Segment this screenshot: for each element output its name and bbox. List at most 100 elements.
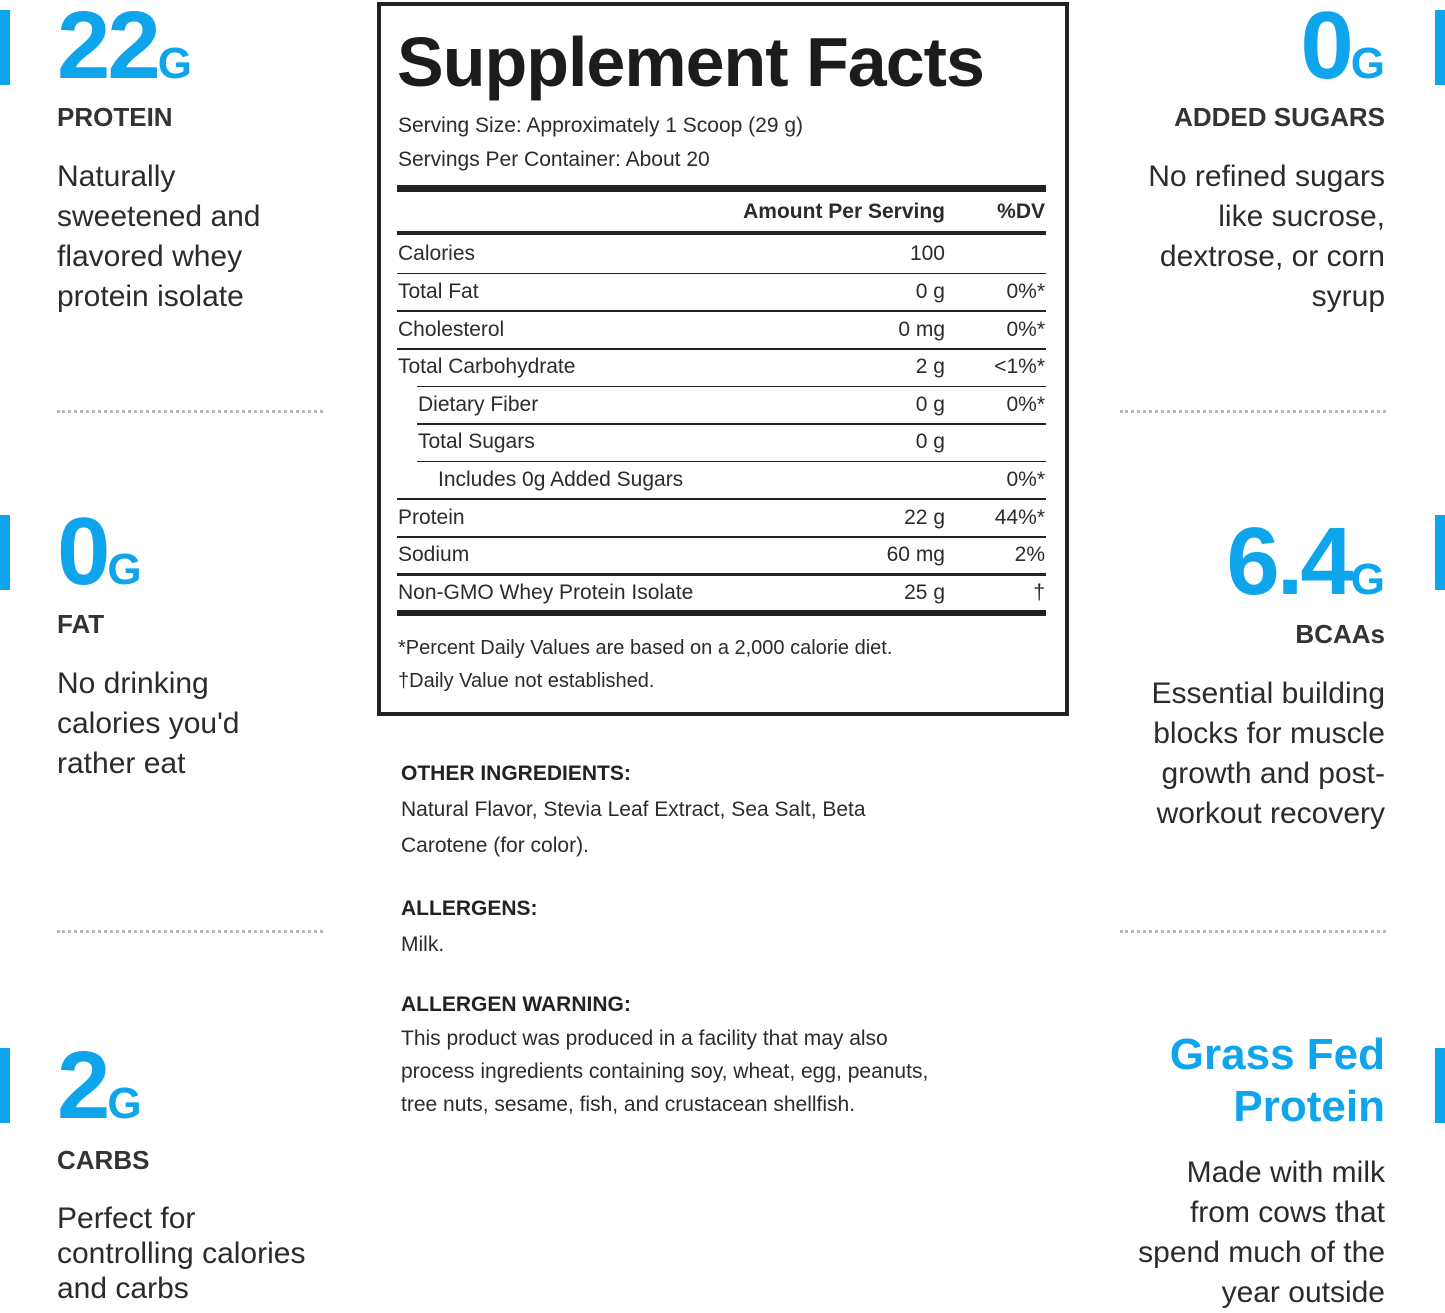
ingredient-heading: ALLERGENS: [401, 897, 538, 921]
stat-label: BCAAs [1295, 619, 1385, 650]
stat-description: protein isolate [57, 279, 244, 313]
rule [397, 185, 1046, 192]
rule [397, 310, 1046, 312]
stat-value: 6.4 [1226, 508, 1353, 615]
stat-unit: G [1350, 555, 1385, 604]
stat-unit: G [107, 545, 142, 594]
stat-description: like sucrose, [1218, 199, 1385, 233]
rule [397, 610, 1046, 617]
column-header: Amount Per Serving [743, 200, 945, 224]
nutrient-name: Total Fat [398, 279, 479, 303]
stat: 2G [57, 1034, 142, 1166]
stat-label: ADDED SUGARS [1174, 102, 1385, 133]
stat: 22G [57, 0, 192, 126]
feature-title: Grass Fed [1169, 1030, 1385, 1080]
stat-description: Perfect for [57, 1201, 196, 1235]
nutrient-dv: 0%* [1006, 392, 1045, 416]
rule [397, 272, 1046, 275]
stat-description: growth and post- [1161, 756, 1385, 790]
nutrient-name: Protein [398, 505, 465, 529]
nutrient-name: Calories [398, 242, 476, 266]
nutrient-dv: 0%* [1006, 467, 1045, 491]
stat-description: Naturally [57, 159, 176, 193]
nutrient-dv: <1%* [994, 355, 1045, 379]
nutrient-name: Cholesterol [398, 317, 505, 341]
stat-description: syrup [1311, 279, 1385, 313]
servings: Servings Per Container: About 20 [398, 148, 710, 172]
ingredient-text: process ingredients containing soy, whea… [401, 1060, 929, 1084]
stat-description: calories you'd [57, 706, 240, 740]
stat: 0G [1300, 0, 1385, 126]
nutrient-name: Sodium [398, 543, 470, 567]
stat-label: FAT [57, 609, 105, 640]
stat-value: 2 [57, 1032, 110, 1139]
nutrient-name: Total Sugars [418, 430, 535, 454]
stat-description: workout recovery [1156, 796, 1385, 830]
facts-title: Supplement Facts [397, 22, 985, 101]
nutrient-name: Dietary Fiber [418, 392, 539, 416]
accent-bar [0, 10, 10, 85]
footnote: *Percent Daily Values are based on a 2,0… [398, 637, 893, 659]
stat-value: 0 [57, 498, 110, 605]
stat-description: year outside [1221, 1275, 1385, 1309]
rule [417, 385, 1046, 388]
stat-description: and carbs [57, 1271, 189, 1305]
nutrient-name: Non-GMO Whey Protein Isolate [398, 580, 694, 604]
nutrient-dv: 0%* [1006, 317, 1045, 341]
stat-description: controlling calories [57, 1236, 306, 1270]
footnote: †Daily Value not established. [398, 670, 655, 692]
rule [417, 460, 1046, 463]
divider [1120, 930, 1386, 933]
divider [1120, 410, 1386, 413]
nutrient-amount: 0 g [915, 279, 945, 303]
ingredient-heading: OTHER INGREDIENTS: [401, 762, 631, 786]
serving-size: Serving Size: Approximately 1 Scoop (29 … [398, 114, 804, 138]
stat-value: 0 [1300, 0, 1353, 99]
nutrient-dv: † [1033, 580, 1045, 604]
accent-bar [0, 515, 10, 590]
stat-description: spend much of the [1138, 1235, 1385, 1269]
stat: 6.4G [1226, 510, 1385, 642]
nutrient-amount: 100 [909, 242, 945, 266]
divider [57, 930, 323, 933]
nutrient-dv: 44%* [994, 505, 1045, 529]
stat-label: CARBS [57, 1145, 150, 1176]
facts-panel [377, 2, 1069, 716]
rule [397, 536, 1046, 538]
nutrient-amount: 60 mg [886, 543, 945, 567]
stat-description: rather eat [57, 746, 186, 780]
stat-description: blocks for muscle [1153, 716, 1385, 750]
stat-unit: G [107, 1079, 142, 1128]
rule [417, 423, 1046, 425]
stat-description: Essential building [1151, 676, 1385, 710]
ingredient-text: Natural Flavor, Stevia Leaf Extract, Sea… [401, 798, 866, 822]
ingredient-heading: ALLERGEN WARNING: [401, 993, 631, 1017]
nutrient-amount: 0 g [915, 430, 945, 454]
stat-label: PROTEIN [57, 102, 173, 133]
nutrient-dv: 0%* [1006, 279, 1045, 303]
stat-description: No refined sugars [1148, 159, 1385, 193]
stat-value: 22 [57, 0, 161, 99]
ingredient-text: tree nuts, sesame, fish, and crustacean … [401, 1093, 856, 1117]
stat-unit: G [1350, 39, 1385, 88]
nutrient-name: Includes 0g Added Sugars [438, 467, 684, 491]
divider [57, 410, 323, 413]
nutrient-amount: 2 g [915, 355, 945, 379]
nutrient-amount: 0 mg [898, 317, 945, 341]
ingredient-text: This product was produced in a facility … [401, 1027, 888, 1051]
nutrient-amount: 25 g [904, 580, 945, 604]
nutrient-name: Total Carbohydrate [398, 355, 576, 379]
stat: 0G [57, 500, 142, 632]
rule [397, 572, 1046, 576]
accent-bar [1435, 515, 1445, 590]
accent-bar [1435, 1048, 1445, 1123]
rule [397, 348, 1046, 350]
nutrient-amount: 0 g [915, 392, 945, 416]
nutrient-amount: 22 g [904, 505, 945, 529]
stat-description: dextrose, or corn [1159, 239, 1385, 273]
ingredient-text: Milk. [401, 933, 445, 957]
stat-description: flavored whey [57, 239, 243, 273]
stat-description: sweetened and [57, 199, 261, 233]
column-header: %DV [997, 200, 1045, 224]
